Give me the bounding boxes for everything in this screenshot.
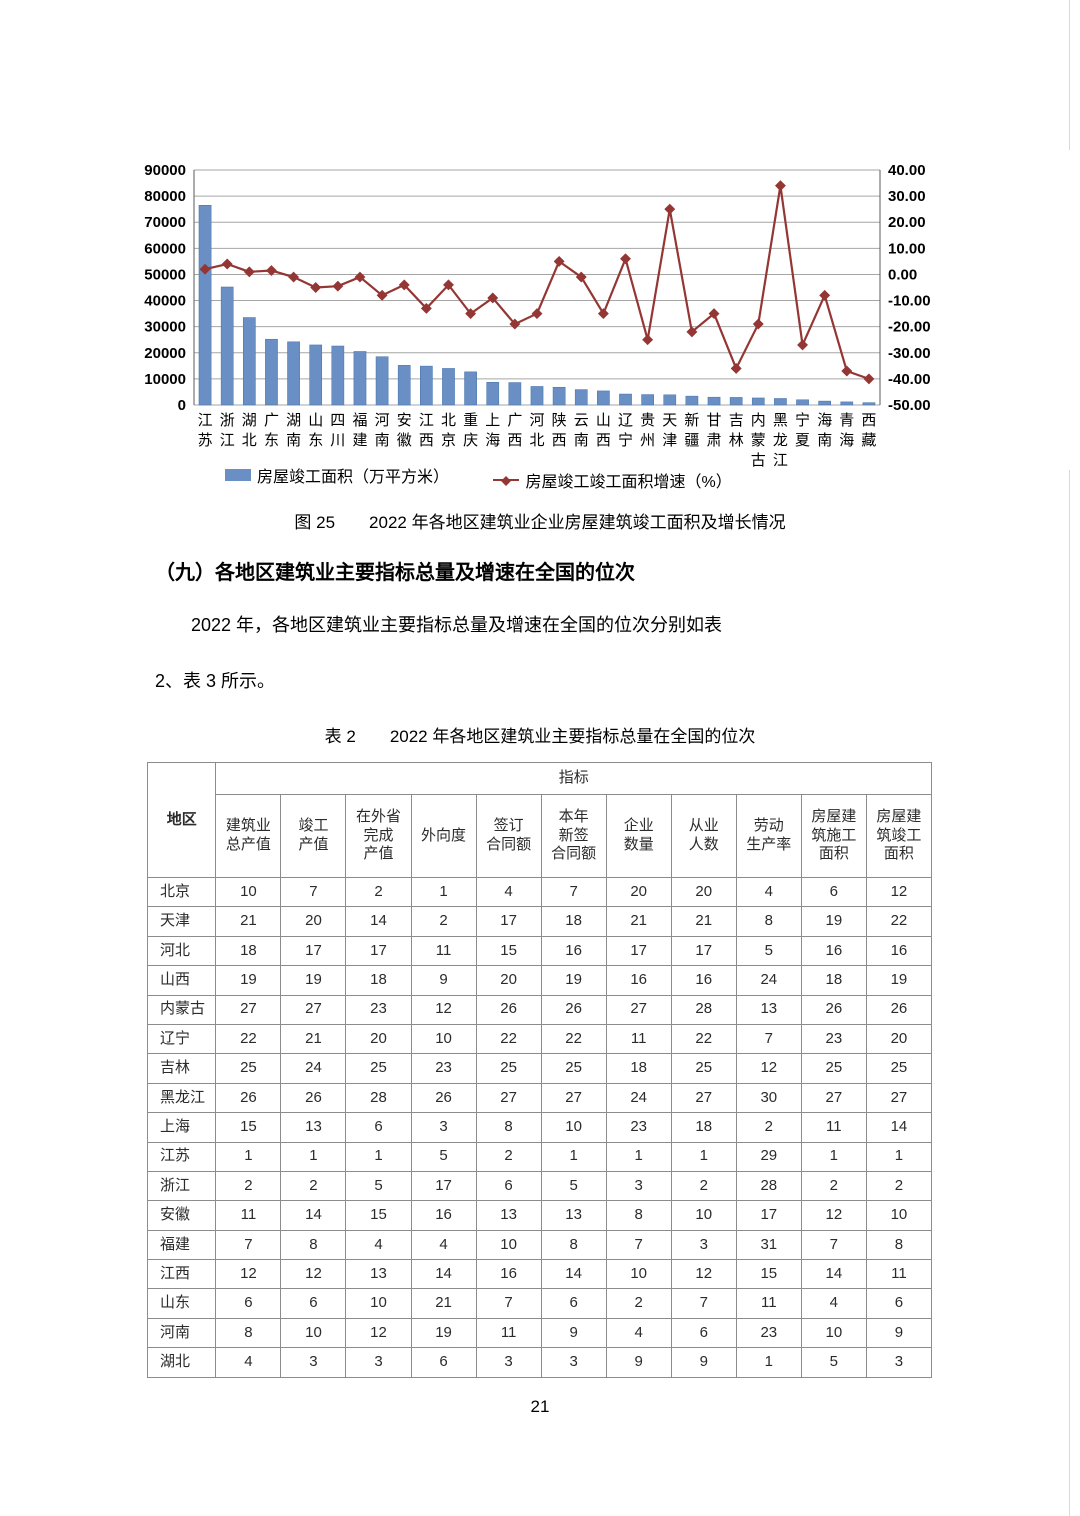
svg-text:60000: 60000	[144, 240, 186, 257]
svg-text:海: 海	[839, 432, 854, 449]
svg-text:甘: 甘	[706, 412, 721, 429]
svg-text:山: 山	[308, 412, 323, 429]
svg-text:陕: 陕	[552, 412, 567, 429]
svg-text:徽: 徽	[397, 432, 412, 449]
svg-text:北: 北	[242, 432, 257, 449]
svg-text:辽: 辽	[618, 412, 633, 429]
svg-text:80000: 80000	[144, 188, 186, 205]
svg-text:庆: 庆	[463, 432, 478, 449]
svg-text:湖: 湖	[286, 412, 301, 429]
svg-text:宁: 宁	[795, 412, 810, 429]
svg-text:南: 南	[375, 432, 390, 449]
svg-text:10.00: 10.00	[888, 240, 926, 257]
svg-text:云: 云	[574, 412, 589, 429]
svg-text:0.00: 0.00	[888, 266, 917, 283]
svg-text:西: 西	[861, 412, 876, 429]
svg-text:20.00: 20.00	[888, 214, 926, 231]
svg-text:20000: 20000	[144, 345, 186, 362]
svg-text:疆: 疆	[684, 432, 699, 449]
svg-text:四: 四	[330, 412, 345, 429]
svg-text:上: 上	[485, 412, 500, 429]
svg-text:50000: 50000	[144, 266, 186, 283]
svg-text:南: 南	[574, 432, 589, 449]
svg-text:川: 川	[330, 432, 345, 449]
svg-text:东: 东	[264, 432, 279, 449]
svg-text:州: 州	[640, 432, 655, 449]
svg-text:北: 北	[529, 432, 544, 449]
svg-text:-10.00: -10.00	[888, 293, 931, 310]
svg-text:福: 福	[352, 412, 367, 429]
svg-text:江: 江	[198, 412, 213, 429]
svg-text:宁: 宁	[618, 432, 633, 449]
svg-text:江: 江	[419, 412, 434, 429]
svg-text:贵: 贵	[640, 412, 655, 429]
svg-text:西: 西	[419, 432, 434, 449]
svg-text:津: 津	[662, 432, 677, 449]
svg-text:40.00: 40.00	[888, 162, 926, 179]
svg-text:海: 海	[817, 412, 832, 429]
svg-text:90000: 90000	[144, 162, 186, 179]
svg-text:林: 林	[729, 432, 744, 449]
svg-text:-30.00: -30.00	[888, 345, 931, 362]
svg-text:70000: 70000	[144, 214, 186, 231]
svg-text:0: 0	[178, 397, 186, 414]
svg-text:浙: 浙	[220, 412, 235, 429]
svg-text:吉: 吉	[729, 412, 744, 429]
svg-text:内: 内	[751, 412, 766, 429]
svg-text:建: 建	[352, 432, 367, 449]
svg-text:西: 西	[552, 432, 567, 449]
svg-text:南: 南	[817, 432, 832, 449]
svg-text:蒙: 蒙	[751, 432, 766, 449]
svg-text:黑: 黑	[773, 412, 788, 429]
svg-text:江: 江	[220, 432, 235, 449]
svg-text:苏: 苏	[198, 432, 213, 449]
svg-text:北: 北	[441, 412, 456, 429]
svg-text:青: 青	[839, 412, 854, 429]
svg-text:夏: 夏	[795, 432, 810, 449]
svg-text:天: 天	[662, 412, 677, 429]
svg-text:40000: 40000	[144, 293, 186, 310]
svg-text:京: 京	[441, 432, 456, 449]
svg-text:-20.00: -20.00	[888, 319, 931, 336]
svg-text:-40.00: -40.00	[888, 371, 931, 388]
svg-text:安: 安	[397, 412, 412, 429]
svg-text:东: 东	[308, 432, 323, 449]
svg-text:西: 西	[596, 432, 611, 449]
svg-text:30.00: 30.00	[888, 188, 926, 205]
svg-text:重: 重	[463, 412, 478, 429]
svg-text:肃: 肃	[706, 432, 721, 449]
svg-text:西: 西	[507, 432, 522, 449]
svg-text:河: 河	[375, 412, 390, 429]
svg-text:龙: 龙	[773, 432, 788, 449]
svg-text:30000: 30000	[144, 319, 186, 336]
svg-text:湖: 湖	[242, 412, 257, 429]
svg-text:河: 河	[529, 412, 544, 429]
svg-text:海: 海	[485, 432, 500, 449]
svg-text:广: 广	[264, 412, 279, 429]
svg-text:-50.00: -50.00	[888, 397, 931, 414]
svg-text:新: 新	[684, 412, 699, 429]
svg-text:山: 山	[596, 412, 611, 429]
svg-text:南: 南	[286, 432, 301, 449]
svg-text:藏: 藏	[861, 432, 876, 449]
svg-text:10000: 10000	[144, 371, 186, 388]
svg-text:广: 广	[507, 412, 522, 429]
